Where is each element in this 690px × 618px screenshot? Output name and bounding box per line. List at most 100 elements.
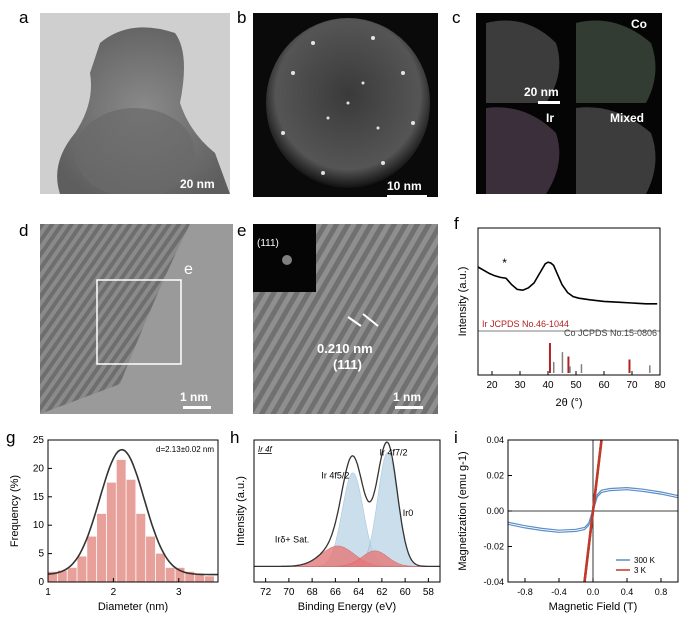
magnetization-chart: 300 K3 K -0.8 -0.4 0.0 0.4 0.8 -0.04 -0.02 0.00 0… — [457, 435, 679, 613]
y-tick-label: 25 — [33, 435, 45, 446]
xps-envelope — [254, 441, 440, 568]
xrd-curve — [477, 261, 658, 305]
histogram-bar — [48, 571, 58, 582]
histogram-bar — [116, 459, 126, 582]
eds-map-c: Co 20 nm Ir Mixed — [476, 13, 662, 194]
channel-label-co: Co — [631, 17, 647, 31]
x-tick-label: 1 — [45, 587, 51, 598]
x-tick-label: 3 — [176, 587, 182, 598]
scale-bar-b — [387, 195, 427, 197]
x-tick-label: 72 — [260, 587, 272, 598]
plot-frame — [47, 439, 219, 583]
x-tick-label: 68 — [307, 587, 319, 598]
peak-label-ir0: Ir0 — [403, 508, 414, 518]
panel-letter-h: h — [230, 428, 240, 447]
x-tick-label: -0.4 — [551, 587, 567, 597]
haadf-image-b: 10 nm — [253, 13, 438, 197]
haadf-image-b-graphic — [253, 13, 438, 197]
tem-image-a: 20 nm — [40, 13, 230, 194]
histogram-bar — [57, 570, 67, 582]
y-tick-label: 0.04 — [486, 435, 504, 445]
ir-reference-label: Ir JCPDS No.46-1044 — [482, 319, 569, 329]
legend-label: 3 K — [634, 566, 647, 575]
x-tick-label: 0.0 — [587, 587, 600, 597]
zoom-box-label: e — [184, 261, 193, 278]
x-tick-label: 62 — [376, 587, 388, 598]
eds-map-c-graphic — [476, 13, 662, 194]
y-tick-label: -0.04 — [483, 577, 504, 587]
tem-image-a-graphic — [40, 13, 230, 194]
legend-label: 300 K — [634, 556, 656, 565]
x-tick-label: 80 — [654, 380, 666, 391]
y-tick-label: 0.02 — [486, 471, 504, 481]
peak-label-4f52: Ir 4f5/2 — [321, 470, 349, 480]
panel-letter-b: b — [237, 8, 247, 27]
histogram-bar — [185, 571, 195, 582]
mean-annotation: d=2.13±0.02 nm — [156, 445, 214, 454]
panel-letter-c: c — [452, 8, 461, 27]
x-tick-label: 70 — [283, 587, 295, 598]
x-axis-label: 2θ (°) — [555, 397, 582, 409]
y-axis-label: Frequency (%) — [9, 475, 21, 547]
y-tick-label: 15 — [33, 492, 45, 503]
x-tick-label: 66 — [330, 587, 342, 598]
panel-letter-e: e — [237, 221, 247, 240]
co-reference-label: Co JCPDS No.15-0806 — [564, 328, 657, 338]
x-tick-label: 40 — [542, 380, 554, 391]
xps-title: Ir 4f — [258, 445, 273, 454]
hrtem-image-e: (111) 0.210 nm (111) 1 nm — [253, 224, 438, 414]
histogram-bar — [155, 553, 165, 582]
y-tick-label: -0.02 — [483, 542, 504, 552]
scale-label-a: 20 nm — [180, 177, 215, 191]
x-tick-label: 60 — [598, 380, 610, 391]
panel-letter-f: f — [454, 214, 459, 233]
histogram-bar — [195, 573, 205, 582]
y-axis-label: Intensity (a.u.) — [457, 267, 469, 337]
y-tick-label: 0.00 — [486, 506, 504, 516]
xps-chart: Ir 4f Ir 4f5/2 Ir 4f7/2 Ir0 Irδ+ Sat. 72 70 68 6… — [235, 439, 441, 613]
x-axis-label: Diameter (nm) — [98, 601, 168, 613]
x-tick-label: 0.4 — [621, 587, 634, 597]
hrtem-image-e-graphic — [253, 224, 438, 414]
histogram-bar — [146, 536, 156, 582]
x-tick-label: -0.8 — [517, 587, 533, 597]
histogram-bar — [97, 513, 107, 582]
scale-label-b: 10 nm — [387, 179, 422, 193]
panel-letter-d: d — [19, 221, 29, 240]
histogram-bar — [87, 536, 97, 582]
y-axis-label: Magnetization (emu g-1) — [457, 451, 469, 570]
panel-letter-g: g — [6, 428, 16, 447]
x-tick-label: 58 — [423, 587, 435, 598]
histogram-bar — [126, 479, 136, 582]
x-tick-label: 64 — [353, 587, 365, 598]
peak-label-satellite: Irδ+ Sat. — [275, 534, 309, 544]
histogram-bar — [165, 567, 175, 582]
histogram-bar — [136, 513, 146, 582]
x-tick-label: 2 — [111, 587, 117, 598]
histogram-bar — [204, 576, 214, 582]
y-tick-label: 5 — [38, 549, 44, 560]
scale-bar-d — [183, 406, 211, 409]
xrd-star-marker: * — [502, 256, 507, 270]
hrtem-image-d-graphic — [40, 224, 233, 414]
x-tick-label: 0.8 — [655, 587, 668, 597]
gaussian-fit-curve — [47, 448, 218, 576]
scale-bar-e — [395, 406, 423, 409]
hrtem-image-d: e 1 nm — [40, 224, 233, 414]
lattice-spacing-label: 0.210 nm — [317, 341, 373, 356]
histogram-bar — [67, 567, 77, 582]
scale-label-d: 1 nm — [180, 390, 209, 404]
panel-letter-i: i — [454, 428, 458, 447]
y-tick-label: 20 — [33, 463, 45, 474]
histogram-bar — [175, 567, 185, 582]
y-tick-label: 10 — [33, 520, 45, 531]
lattice-plane-label: (111) — [333, 357, 362, 372]
x-tick-label: 70 — [626, 380, 638, 391]
plot-frame — [477, 227, 661, 376]
scale-label-e: 1 nm — [393, 390, 422, 404]
x-tick-label: 30 — [514, 380, 526, 391]
histogram-bar — [106, 482, 116, 582]
x-axis-label: Binding Energy (eV) — [298, 601, 396, 613]
histogram-bar — [77, 556, 87, 582]
